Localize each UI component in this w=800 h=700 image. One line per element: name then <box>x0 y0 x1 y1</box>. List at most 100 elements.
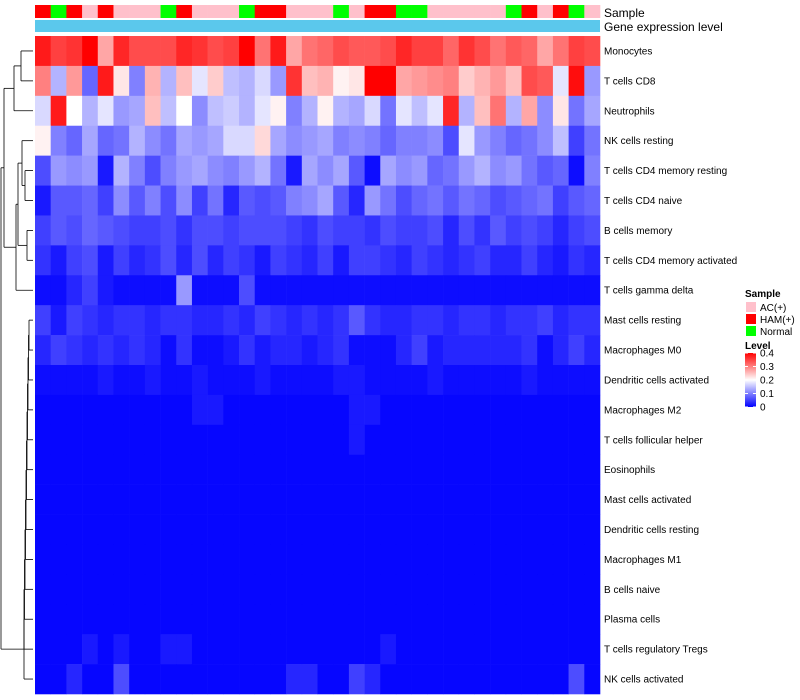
heatmap-cell <box>270 185 287 216</box>
heatmap-cell <box>568 664 585 695</box>
heatmap-cell <box>348 634 365 665</box>
heatmap-cell <box>317 544 334 575</box>
heatmap-cell <box>97 36 114 67</box>
heatmap-cell <box>427 305 444 336</box>
heatmap-cell <box>97 275 114 306</box>
heatmap-cell <box>301 544 318 575</box>
heatmap-cell <box>286 484 303 515</box>
sample-annotation-cell <box>50 5 67 18</box>
heatmap-cell <box>505 215 522 246</box>
heatmap-cell <box>301 484 318 515</box>
heatmap-cell <box>427 424 444 456</box>
heatmap-cell <box>301 305 318 336</box>
heatmap-cell <box>66 125 83 156</box>
heatmap-cell <box>113 335 130 366</box>
heatmap-cell <box>521 454 538 485</box>
heatmap-cell <box>568 125 585 156</box>
heatmap-cell <box>176 664 193 695</box>
row-label: T cells CD4 naive <box>604 196 683 207</box>
heatmap-cell <box>35 95 51 127</box>
heatmap-cell <box>317 634 334 665</box>
heatmap-cell <box>50 305 67 336</box>
heatmap-cell <box>474 245 491 276</box>
heatmap-cell <box>113 36 130 67</box>
heatmap-cell <box>286 664 303 695</box>
heatmap-cell <box>160 424 177 456</box>
heatmap-cell <box>474 394 491 426</box>
heatmap-cell <box>521 664 538 695</box>
heatmap-cell <box>537 245 554 276</box>
heatmap-cell <box>97 185 114 216</box>
heatmap-cell <box>568 424 585 456</box>
heatmap-cell <box>301 574 318 605</box>
row-dendrogram <box>0 50 33 680</box>
heatmap-cell <box>270 275 287 306</box>
heatmap-cell <box>160 335 177 366</box>
heatmap-cell <box>191 245 208 276</box>
heatmap-cell <box>411 365 428 396</box>
heatmap-cell <box>552 215 569 246</box>
sample-annotation-cell <box>66 5 83 18</box>
heatmap-cell <box>443 275 460 306</box>
heatmap-cell <box>144 484 161 515</box>
heatmap-cell <box>395 215 412 246</box>
heatmap-cell <box>380 95 397 127</box>
heatmap-cell <box>113 514 130 545</box>
heatmap-cell <box>113 155 130 186</box>
heatmap-cell <box>239 664 256 695</box>
level-legend-title: Level <box>745 341 771 352</box>
heatmap-cell <box>333 574 350 605</box>
heatmap-cell <box>35 394 51 426</box>
heatmap-cell <box>50 484 67 515</box>
heatmap-cell <box>82 275 99 306</box>
heatmap-cell <box>490 275 507 306</box>
heatmap-cell <box>395 125 412 156</box>
heatmap-cell <box>505 454 522 485</box>
heatmap-cell <box>474 215 491 246</box>
heatmap-cell <box>521 215 538 246</box>
heatmap-cell <box>113 574 130 605</box>
heatmap-cell <box>395 514 412 545</box>
heatmap-cell <box>552 125 569 156</box>
heatmap-cell <box>223 365 240 396</box>
heatmap-cell <box>443 394 460 426</box>
heatmap-cell <box>129 514 146 545</box>
heatmap-cell <box>82 125 99 156</box>
heatmap-cell <box>490 634 507 665</box>
heatmap-cell <box>82 155 99 186</box>
heatmap-cell <box>505 424 522 456</box>
heatmap-cell <box>35 65 51 97</box>
sample-legend-title: Sample <box>745 289 781 300</box>
heatmap-cell <box>380 335 397 366</box>
heatmap-cell <box>380 544 397 575</box>
heatmap-cell <box>364 394 381 426</box>
heatmap-cell <box>207 454 224 485</box>
heatmap-cell <box>286 424 303 456</box>
heatmap-cell <box>254 335 271 366</box>
heatmap-cell <box>270 574 287 605</box>
heatmap-cell <box>97 125 114 156</box>
sample-annotation-cell <box>537 5 554 18</box>
heatmap-cell <box>348 484 365 515</box>
sample-annotation-cell <box>427 5 444 18</box>
heatmap-cell <box>584 514 601 545</box>
heatmap-cell <box>521 544 538 575</box>
heatmap-cell <box>144 95 161 127</box>
heatmap-cell <box>160 185 177 216</box>
heatmap-cell <box>301 245 318 276</box>
heatmap-cell <box>537 664 554 695</box>
heatmap-cell <box>270 394 287 426</box>
heatmap-cell <box>239 36 256 67</box>
heatmap-cell <box>160 125 177 156</box>
heatmap-cell <box>474 185 491 216</box>
sample-annotation-cell <box>191 5 208 18</box>
heatmap-cell <box>427 275 444 306</box>
heatmap-cell <box>144 275 161 306</box>
heatmap-cell <box>395 454 412 485</box>
heatmap-cell <box>427 215 444 246</box>
heatmap-cell <box>490 36 507 67</box>
heatmap-cell <box>521 36 538 67</box>
heatmap-cell <box>474 514 491 545</box>
heatmap-cell <box>223 514 240 545</box>
heatmap-cell <box>129 65 146 97</box>
